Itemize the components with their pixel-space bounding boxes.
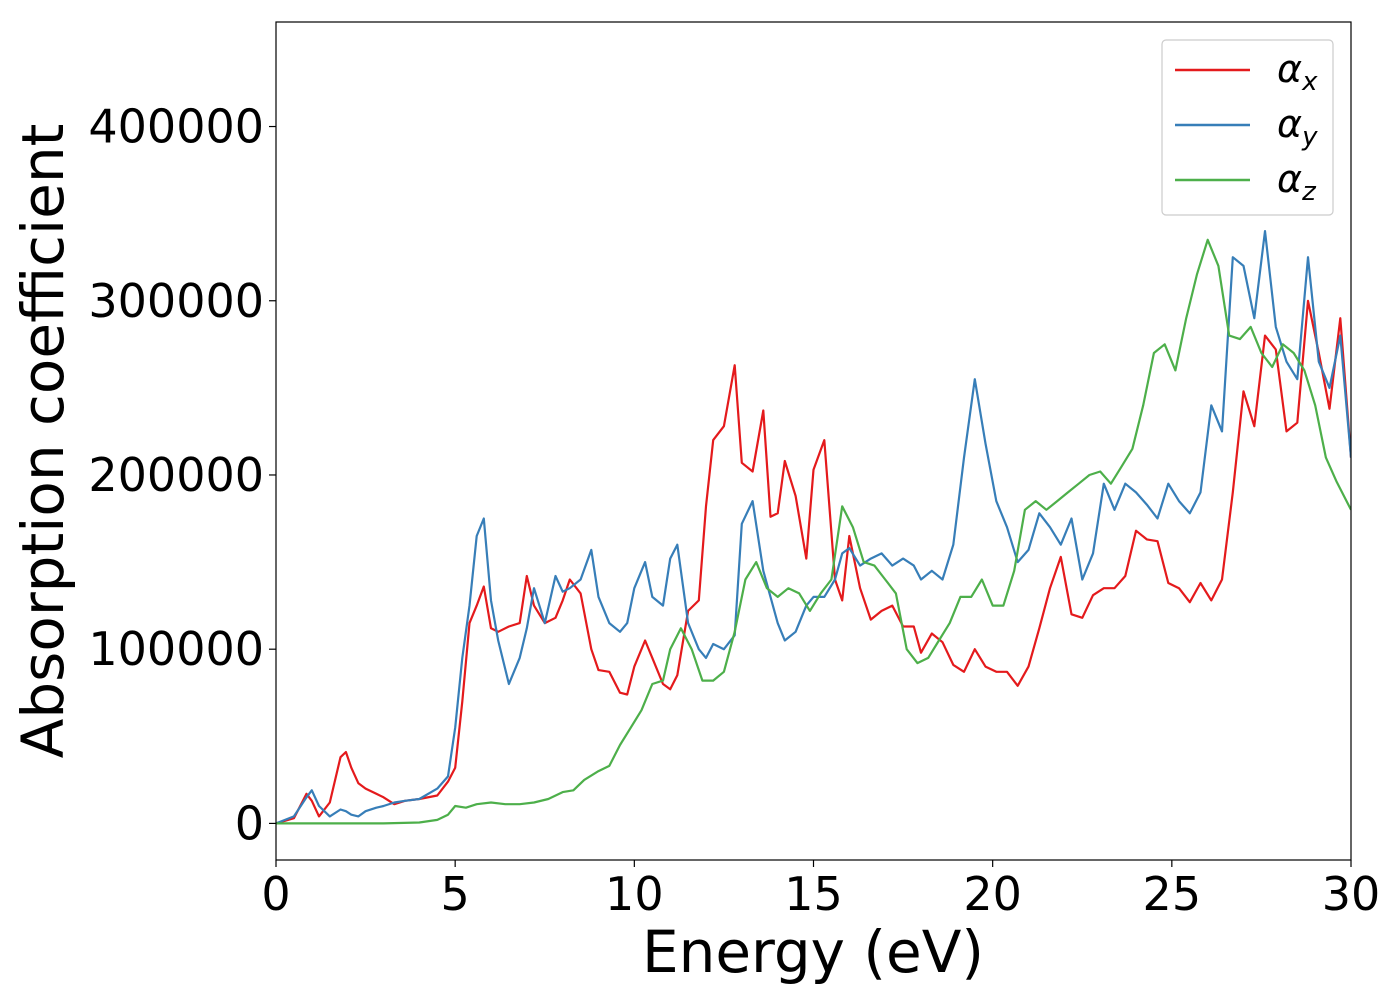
legend-label-y: αy [1277, 102, 1318, 152]
legend-label-sub: y [1301, 122, 1318, 152]
series-line-z [276, 238, 1351, 825]
y-tick-label: 100000 [88, 622, 264, 676]
y-axis: 0 100000 200000 300000 400000 [88, 100, 276, 850]
legend-box [1161, 39, 1334, 216]
x-tick-label: 30 [1322, 867, 1381, 921]
y-tick-label: 400000 [88, 100, 264, 154]
x-tick-label: 10 [605, 867, 664, 921]
legend-label-z: αz [1277, 157, 1317, 207]
x-tick-label: 5 [441, 867, 470, 921]
x-tick-label: 20 [963, 867, 1022, 921]
y-tick-label: 300000 [88, 274, 264, 328]
series-line-y [276, 230, 1351, 825]
x-axis-title: Energy (eV) [642, 918, 984, 986]
y-axis-title: Absorption coefficient [9, 124, 77, 759]
legend-label-x: αx [1277, 47, 1318, 97]
y-tick-label: 0 [235, 796, 264, 850]
legend-label-sub: z [1301, 177, 1317, 207]
legend-label-base: α [1277, 102, 1302, 146]
x-tick-label: 0 [261, 867, 290, 921]
y-tick-label: 200000 [88, 448, 264, 502]
x-axis: 0 5 10 15 20 25 30 [261, 860, 1380, 921]
series-line-x [276, 299, 1351, 825]
series-layer [276, 230, 1351, 825]
legend-label-base: α [1277, 47, 1302, 91]
x-tick-label: 25 [1143, 867, 1202, 921]
legend-label-base: α [1277, 157, 1302, 201]
x-tick-label: 15 [784, 867, 843, 921]
legend-label-sub: x [1301, 67, 1318, 97]
